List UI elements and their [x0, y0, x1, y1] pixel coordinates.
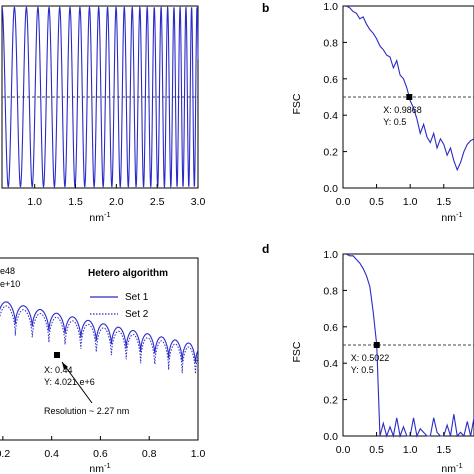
- panel-b-x-tick-label-0: 0.0: [336, 196, 351, 208]
- panel-a-x-tick-label-2: 2.0: [109, 196, 124, 208]
- panel-b-y-tick-label-4: 0.8: [323, 37, 338, 49]
- panel-b-x-axis-label-exponent: -1: [456, 210, 463, 219]
- panel-a: 1.0 1.5 2.0 2.5 3.0 nm-1: [1, 5, 205, 224]
- panel-d-letter: d: [262, 242, 269, 256]
- panel-d-data-marker: [373, 342, 380, 348]
- panel-a-series-line: [1, 5, 199, 189]
- panel-b-x-ticks: 0.0 0.5 1.0 1.5: [336, 184, 451, 208]
- panel-a-x-tick-label-3: 2.5: [150, 196, 165, 208]
- panel-c-x-tick-label-2: 0.6: [93, 448, 108, 460]
- panel-c-annotation-arrowhead: [62, 362, 68, 370]
- panel-d-x-axis-label-base: nm: [441, 463, 456, 474]
- panel-c-annotation-arrow-line: [61, 361, 93, 404]
- panel-b-letter: b: [262, 1, 269, 15]
- panel-c-series-set1: [0, 301, 199, 364]
- panel-c-legend-label-set1: Set 1: [125, 292, 149, 303]
- panel-d-y-tick-label-0: 0.0: [323, 431, 338, 443]
- panel-b-marker-y-label: Y: 0.5: [383, 117, 406, 127]
- panel-b-y-tick-label-2: 0.4: [323, 110, 338, 122]
- panel-a-x-tick-label-1: 1.5: [68, 196, 83, 208]
- panel-c-x-tick-label-1: 0.4: [44, 448, 59, 460]
- panel-d-x-axis-label: nm-1: [441, 461, 462, 474]
- panel-c-x-ticks: 0.2 0.4 0.6 0.8 1.0: [0, 436, 205, 460]
- panel-c-x-tick-label-0: 0.2: [0, 448, 10, 460]
- panel-c: e48 e+10 Hetero algorithm Set 1 Set 2 X:…: [0, 257, 205, 474]
- panel-b-series-line: [343, 5, 474, 172]
- panel-b: b FSC X: 0.9868 Y: 0.5 0.0 0.5 1.0 1.5 0.00…: [262, 1, 474, 224]
- panel-b-x-tick-label-3: 1.5: [436, 196, 451, 208]
- panel-d-marker-x-label: X: 0.5022: [351, 353, 390, 363]
- panel-d-marker-y-label: Y: 0.5: [351, 365, 374, 375]
- panel-b-x-tick-label-1: 0.5: [369, 196, 384, 208]
- panel-c-marker-x-label: X: 0.44: [44, 365, 73, 375]
- panel-c-data-marker: [54, 352, 60, 358]
- panel-b-y-tick-label-3: 0.6: [323, 74, 338, 86]
- panel-b-y-ticks: 0.0 0.2 0.4 0.6 0.8 1.0: [323, 1, 347, 195]
- panel-c-x-axis-label-base: nm: [89, 463, 104, 474]
- panel-a-x-tick-label-0: 1.0: [27, 196, 42, 208]
- panel-d-x-tick-label-3: 1.5: [436, 444, 451, 456]
- panel-d: d FSC X: 0.5022 Y: 0.5 0.0 0.5 1.0 1.5 0.00…: [262, 242, 474, 474]
- panel-d-x-ticks: 0.0 0.5 1.0 1.5: [336, 432, 451, 456]
- panel-b-y-tick-label-5: 1.0: [323, 1, 338, 13]
- panel-c-marker-y-label: Y: 4.021 e+6: [44, 377, 95, 387]
- panel-b-y-axis-label: FSC: [291, 93, 303, 114]
- panel-d-x-tick-label-0: 0.0: [336, 444, 351, 456]
- panel-d-x-axis-label-exponent: -1: [456, 461, 463, 470]
- panel-d-y-tick-label-4: 0.8: [323, 285, 338, 297]
- panel-b-data-marker: [406, 94, 413, 100]
- panel-d-x-tick-label-1: 0.5: [369, 444, 384, 456]
- panel-c-x-axis-label-exponent: -1: [104, 461, 111, 470]
- panel-b-x-axis-label-base: nm: [441, 212, 456, 224]
- panel-b-x-axis-label: nm-1: [441, 210, 462, 224]
- panel-a-x-ticks: 1.0 1.5 2.0 2.5 3.0: [27, 184, 205, 208]
- panel-a-x-axis-label: nm-1: [89, 210, 110, 224]
- panel-c-resolution-annotation: Resolution ~ 2.27 nm: [44, 406, 129, 416]
- panel-a-x-axis-label-base: nm: [89, 212, 104, 224]
- panel-d-y-tick-label-1: 0.2: [323, 395, 338, 407]
- panel-c-x-axis-label: nm-1: [89, 461, 110, 474]
- panel-d-y-axis-label: FSC: [291, 341, 303, 362]
- panel-b-x-tick-label-2: 1.0: [403, 196, 418, 208]
- panel-d-y-ticks: 0.0 0.2 0.4 0.6 0.8 1.0: [323, 249, 347, 443]
- panel-c-frame: [0, 257, 199, 441]
- panel-c-x-tick-label-4: 1.0: [191, 448, 206, 460]
- panel-c-series-set2: [0, 305, 199, 374]
- panel-c-legend-title: Hetero algorithm: [88, 268, 168, 279]
- panel-d-y-tick-label-3: 0.6: [323, 322, 338, 334]
- panel-c-partial-label-1: e48: [0, 266, 15, 276]
- panel-d-x-tick-label-2: 1.0: [403, 444, 418, 456]
- panel-b-y-tick-label-1: 0.2: [323, 147, 338, 159]
- panel-d-y-tick-label-2: 0.4: [323, 358, 338, 370]
- panel-b-marker-x-label: X: 0.9868: [383, 105, 422, 115]
- panel-a-x-axis-label-exponent: -1: [104, 210, 111, 219]
- panel-d-series-line: [343, 253, 474, 439]
- panel-c-legend-label-set2: Set 2: [125, 309, 149, 320]
- panel-a-x-tick-label-4: 3.0: [191, 196, 206, 208]
- panel-d-y-tick-label-5: 1.0: [323, 249, 338, 261]
- panel-b-y-tick-label-0: 0.0: [323, 183, 338, 195]
- panel-c-partial-label-2: e+10: [0, 279, 20, 289]
- panel-c-x-tick-label-3: 0.8: [142, 448, 157, 460]
